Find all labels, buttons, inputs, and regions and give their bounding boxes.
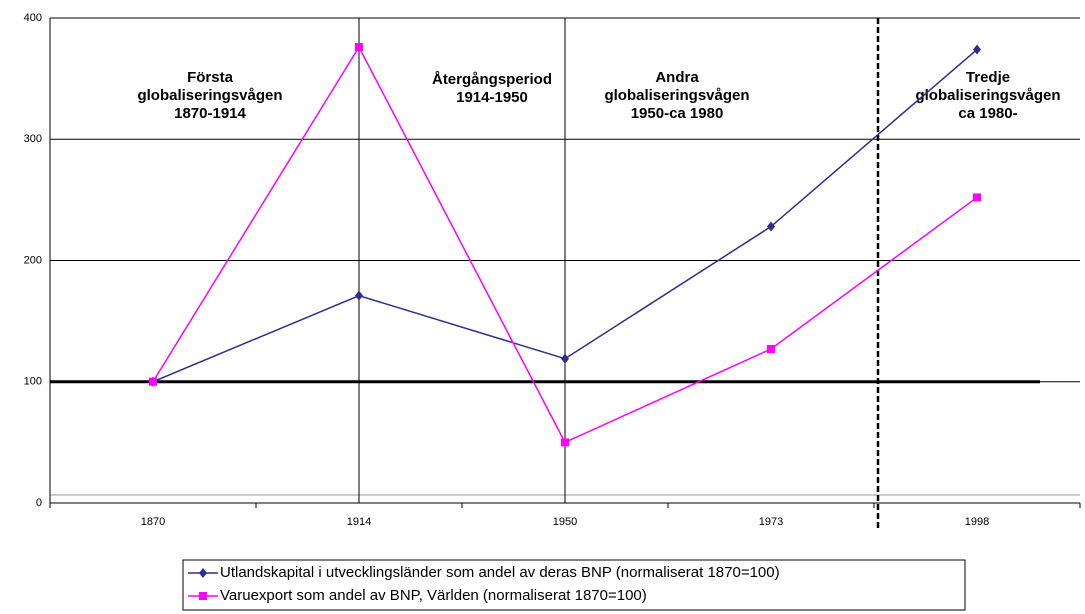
- legend-label: Varuexport som andel av BNP, Världen (no…: [220, 587, 647, 604]
- y-tick-label: 0: [36, 497, 42, 509]
- era-label: globaliseringsvågen: [604, 87, 749, 104]
- era-label: 1914-1950: [456, 89, 528, 106]
- y-tick-label: 200: [24, 254, 42, 266]
- era-label: Andra: [655, 69, 699, 86]
- era-label: Första: [187, 69, 234, 86]
- point: [561, 438, 569, 447]
- point: [973, 193, 981, 202]
- legend-label: Utlandskapital i utvecklingsländer som a…: [220, 564, 780, 581]
- point: [199, 592, 207, 600]
- point: [561, 353, 569, 364]
- point: [767, 221, 775, 232]
- legend-box: [182, 559, 966, 611]
- y-tick-label: 100: [24, 376, 42, 388]
- y-tick-label: 400: [24, 12, 42, 24]
- era-label: Återgångsperiod: [432, 71, 552, 88]
- era-label: ca 1980-: [958, 105, 1017, 122]
- era-label: globaliseringsvågen: [137, 87, 282, 104]
- era-label: globaliseringsvågen: [915, 87, 1060, 104]
- x-tick-label: 1870: [141, 516, 165, 528]
- point: [767, 345, 775, 354]
- x-tick-label: 1950: [553, 516, 577, 528]
- x-tick-label: 1914: [347, 516, 371, 528]
- x-tick-label: 1998: [965, 516, 989, 528]
- era-label: Tredje: [966, 69, 1010, 86]
- y-tick-label: 300: [24, 133, 42, 145]
- point: [973, 44, 981, 55]
- era-label: 1950-ca 1980: [631, 105, 724, 122]
- point: [355, 43, 363, 52]
- point: [199, 568, 207, 578]
- point: [149, 377, 157, 386]
- point: [355, 290, 363, 301]
- era-label: 1870-1914: [174, 105, 246, 122]
- x-tick-label: 1973: [759, 516, 783, 528]
